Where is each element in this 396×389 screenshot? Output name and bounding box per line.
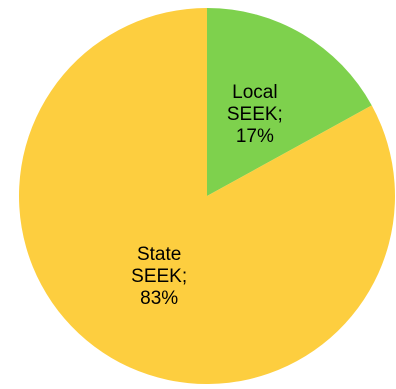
pie-slice-state-seek — [19, 8, 395, 385]
slice-label-state-seek: State SEEK; 83% — [131, 244, 187, 309]
pie-slices — [19, 8, 395, 385]
slice-label-line: 83% — [140, 288, 178, 309]
pie-slice-local-seek — [207, 8, 372, 196]
slice-label-line: 17% — [236, 126, 274, 147]
slice-label-line: State — [137, 244, 181, 265]
slice-label-line: SEEK; — [131, 266, 187, 287]
pie-labels: Local SEEK; 17%State SEEK; 83% — [131, 82, 283, 309]
slice-label-local-seek: Local SEEK; 17% — [227, 82, 283, 147]
slice-label-line: Local — [232, 82, 277, 103]
slice-label-line: SEEK; — [227, 104, 283, 125]
